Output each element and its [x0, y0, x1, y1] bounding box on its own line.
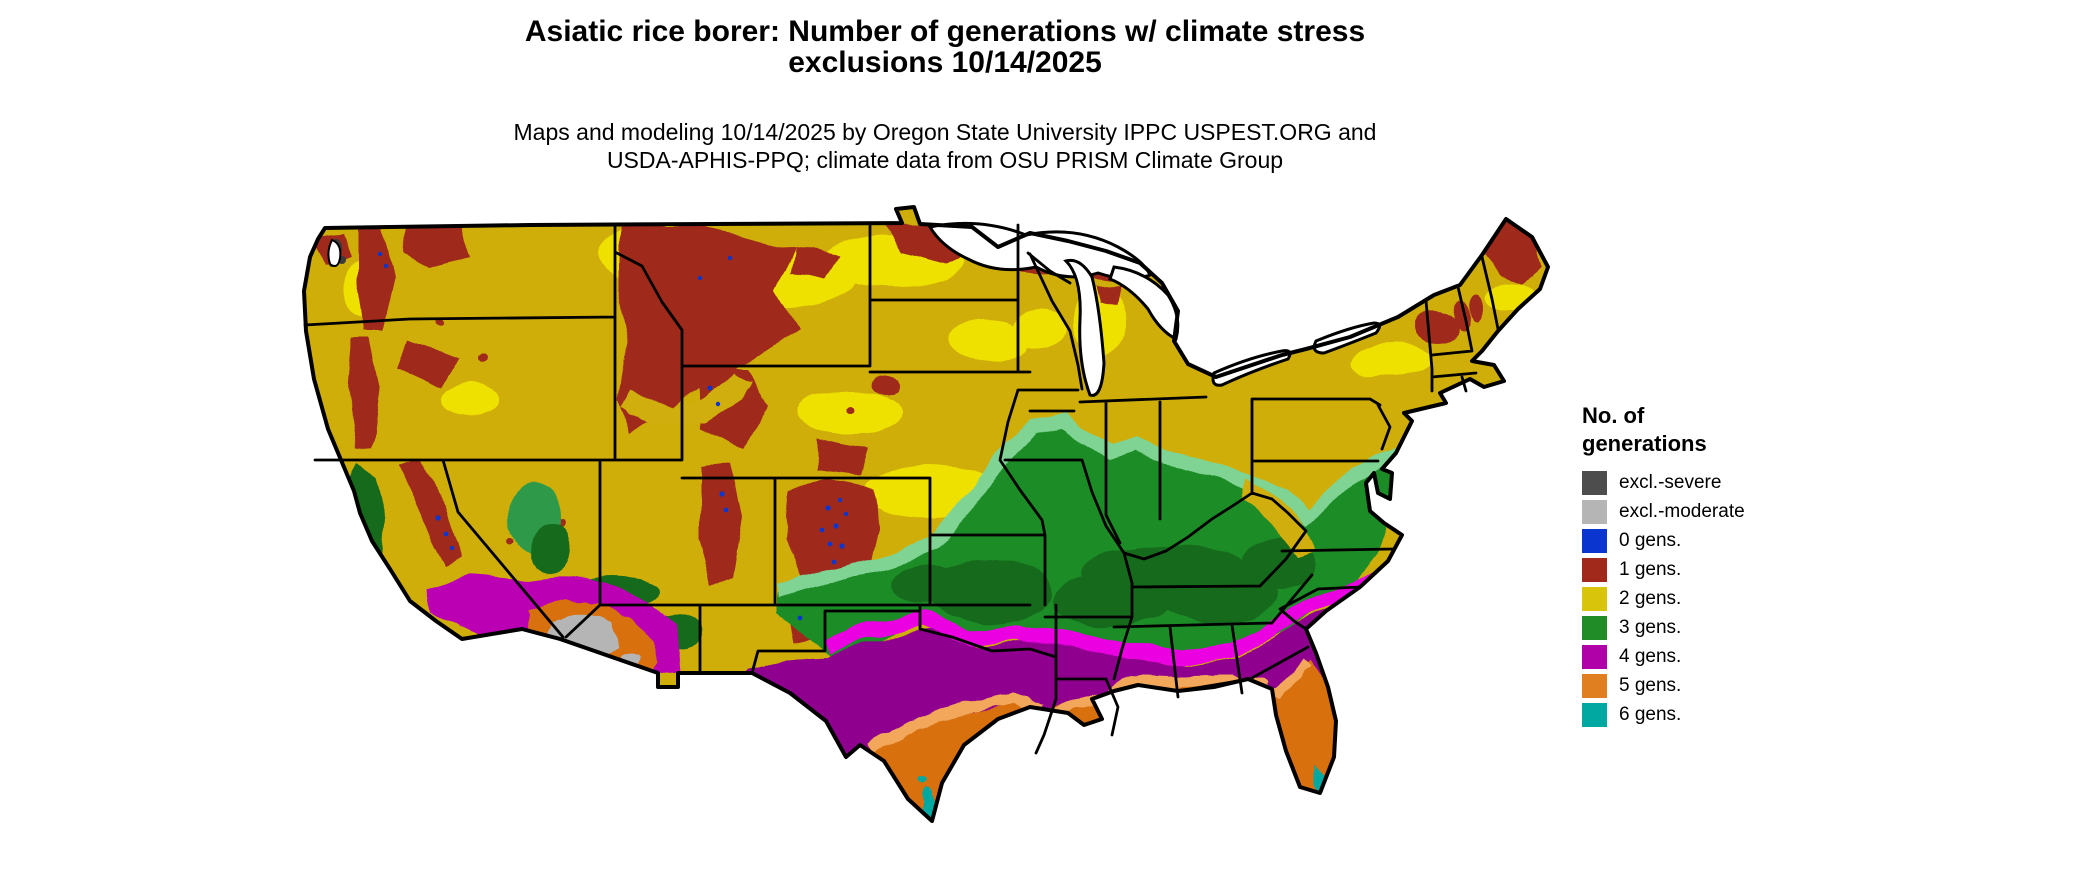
band-1-gen-patches: [314, 216, 1542, 643]
legend-label: 5 gens.: [1619, 674, 1682, 696]
legend-title-line1: No. of: [1582, 403, 1645, 428]
us-outline: [302, 205, 1550, 823]
legend-row: 5 gens.: [1582, 671, 1882, 700]
map-title-line1: Asiatic rice borer: Number of generation…: [524, 15, 1366, 48]
legend-label: 4 gens.: [1619, 645, 1682, 667]
legend-swatch-4-gens: [1582, 644, 1607, 669]
legend-swatch-6-gens: [1582, 702, 1607, 727]
band-3-gens: [350, 413, 1410, 660]
lake-michigan: [1063, 258, 1106, 397]
attribution-line2: USDA-APHIS-PPQ; climate data from OSU PR…: [606, 147, 1284, 173]
legend-row: 2 gens.: [1582, 584, 1882, 613]
page-header: Asiatic rice borer: Number of generation…: [0, 16, 1890, 78]
us-generations-map: [302, 205, 1550, 823]
legend-label: excl.-moderate: [1619, 500, 1745, 522]
legend-row: 4 gens.: [1582, 642, 1882, 671]
map-title-line2: exclusions 10/14/2025: [788, 46, 1102, 79]
puget-sound: [327, 238, 342, 267]
legend-row: 1 gens.: [1582, 555, 1882, 584]
legend-swatch-5-gens: [1582, 673, 1607, 698]
legend-label: 0 gens.: [1619, 529, 1682, 551]
legend-label: 1 gens.: [1619, 558, 1682, 580]
attribution-line1: Maps and modeling 10/14/2025 by Oregon S…: [513, 119, 1377, 145]
legend-swatch-excl-moderate: [1582, 499, 1607, 524]
snake-plain-gold: [619, 372, 752, 429]
legend-label: excl.-severe: [1619, 471, 1722, 493]
legend-label: 2 gens.: [1619, 587, 1682, 609]
legend-swatch-0-gens: [1582, 528, 1607, 553]
legend-row: 0 gens.: [1582, 526, 1882, 555]
legend-swatch-3-gens: [1582, 615, 1607, 640]
legend-row: excl.-severe: [1582, 468, 1882, 497]
legend-label: 3 gens.: [1619, 616, 1682, 638]
legend-row: 6 gens.: [1582, 700, 1882, 729]
legend: No. of generations excl.-severe excl.-mo…: [1582, 402, 1882, 729]
legend-swatch-2-gens: [1582, 586, 1607, 611]
legend-swatch-1-gens: [1582, 557, 1607, 582]
band-6-gens: [919, 766, 1330, 821]
legend-title-line2: generations: [1582, 431, 1707, 456]
legend-items: excl.-severe excl.-moderate 0 gens. 1 ge…: [1582, 468, 1882, 729]
legend-label: 6 gens.: [1619, 703, 1682, 725]
map-attribution: Maps and modeling 10/14/2025 by Oregon S…: [0, 118, 1890, 174]
state-borders: [303, 222, 1500, 755]
legend-row: excl.-moderate: [1582, 497, 1882, 526]
legend-swatch-excl-severe: [1582, 470, 1607, 495]
legend-row: 3 gens.: [1582, 613, 1882, 642]
band-0-gens-specks: [377, 251, 849, 621]
